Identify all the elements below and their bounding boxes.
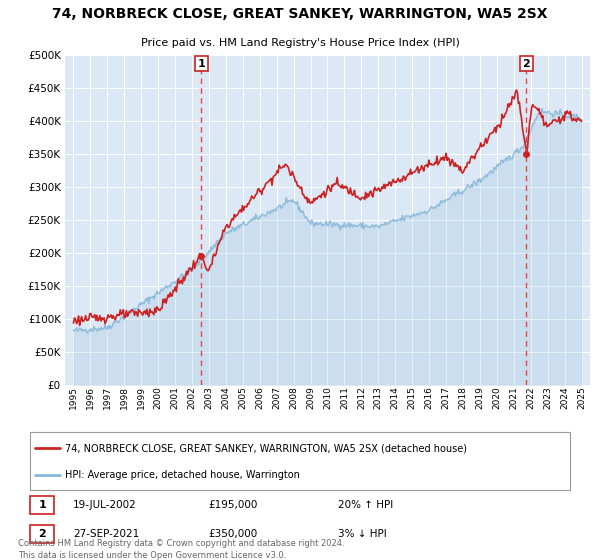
- FancyBboxPatch shape: [30, 496, 54, 514]
- Text: 1: 1: [38, 500, 46, 510]
- Text: 2: 2: [38, 529, 46, 539]
- Text: 1: 1: [197, 59, 205, 68]
- Text: 27-SEP-2021: 27-SEP-2021: [73, 529, 139, 539]
- Text: 19-JUL-2002: 19-JUL-2002: [73, 500, 137, 510]
- Text: £195,000: £195,000: [208, 500, 257, 510]
- Text: 2: 2: [523, 59, 530, 68]
- Text: HPI: Average price, detached house, Warrington: HPI: Average price, detached house, Warr…: [65, 470, 300, 480]
- Text: Price paid vs. HM Land Registry's House Price Index (HPI): Price paid vs. HM Land Registry's House …: [140, 38, 460, 48]
- Text: £350,000: £350,000: [208, 529, 257, 539]
- Text: 74, NORBRECK CLOSE, GREAT SANKEY, WARRINGTON, WA5 2SX: 74, NORBRECK CLOSE, GREAT SANKEY, WARRIN…: [52, 7, 548, 21]
- FancyBboxPatch shape: [30, 432, 570, 490]
- Text: 20% ↑ HPI: 20% ↑ HPI: [338, 500, 393, 510]
- Text: 74, NORBRECK CLOSE, GREAT SANKEY, WARRINGTON, WA5 2SX (detached house): 74, NORBRECK CLOSE, GREAT SANKEY, WARRIN…: [65, 444, 467, 453]
- FancyBboxPatch shape: [30, 525, 54, 543]
- Text: 3% ↓ HPI: 3% ↓ HPI: [338, 529, 386, 539]
- Text: Contains HM Land Registry data © Crown copyright and database right 2024.
This d: Contains HM Land Registry data © Crown c…: [18, 539, 344, 559]
